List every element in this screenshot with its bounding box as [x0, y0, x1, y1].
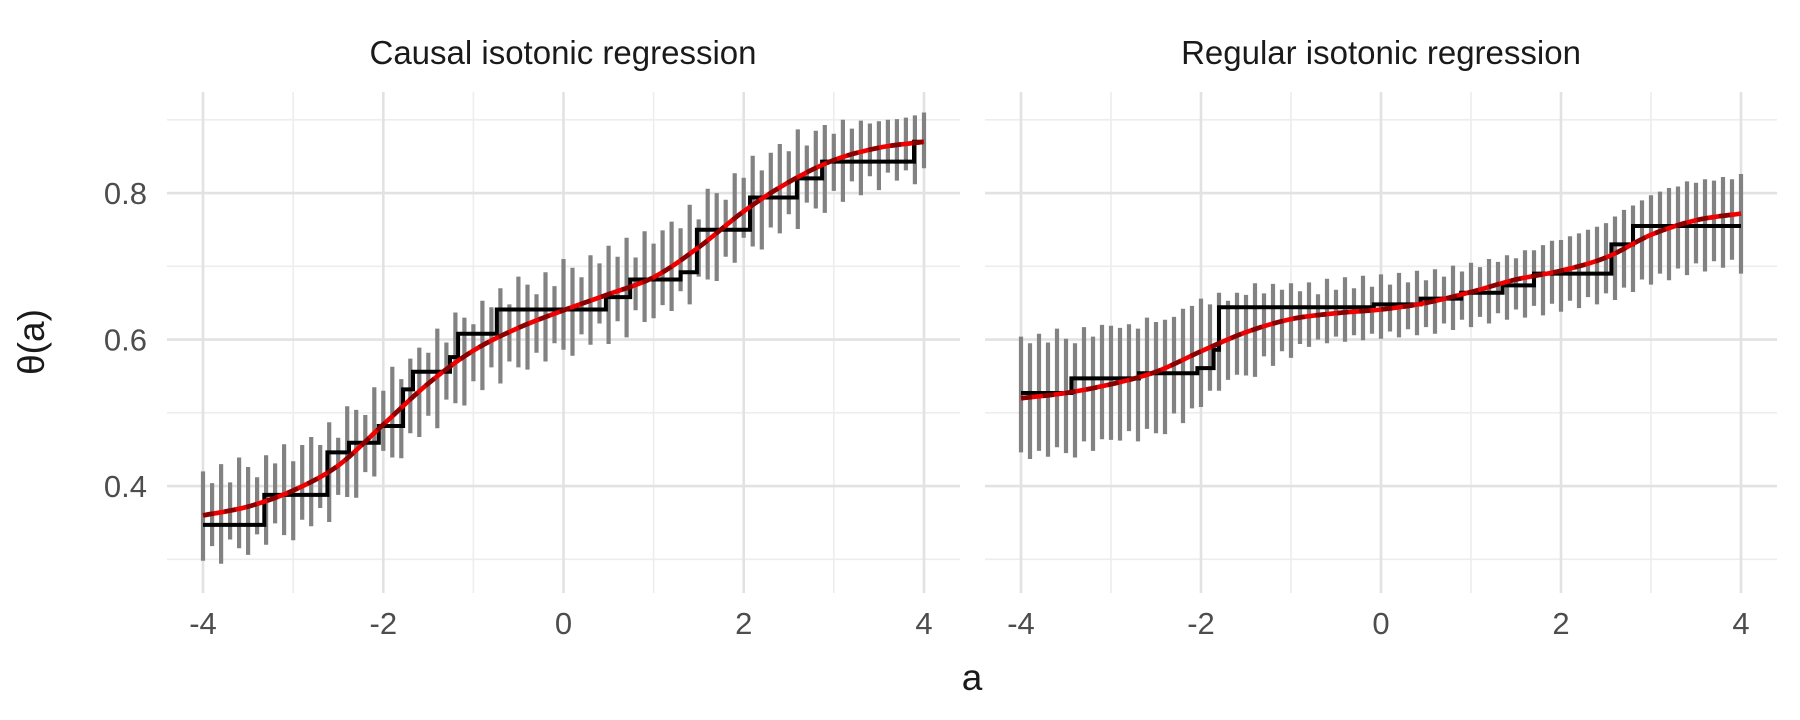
- x-tick-label: 0: [555, 606, 572, 641]
- x-axis-title: a: [962, 657, 983, 698]
- smooth-line-dash-overlay: [202, 139, 925, 518]
- x-tick-label: 0: [1372, 606, 1389, 641]
- x-tick-label: 2: [1552, 606, 1569, 641]
- panel-right: -4 -2 0 2 4: [985, 92, 1777, 641]
- x-tick-label: -4: [189, 606, 217, 641]
- y-tick-label: 0.4: [104, 469, 147, 504]
- x-tick-label: 2: [735, 606, 752, 641]
- y-axis-title: θ(a): [11, 309, 52, 375]
- y-tick-label: 0.8: [104, 176, 147, 211]
- y-tick-label: 0.6: [104, 323, 147, 358]
- facet-title-right: Regular isotonic regression: [1181, 34, 1581, 71]
- chart-render-root: -4 -2 0 2 4 -4 -2 0 2 4 0.4 0.6 0.8: [104, 92, 1777, 641]
- facet-title-left: Causal isotonic regression: [369, 34, 756, 71]
- step-line: [203, 139, 924, 527]
- x-tick-label: 4: [1732, 606, 1749, 641]
- x-tick-label: 4: [915, 606, 932, 641]
- x-tick-label: -2: [370, 606, 398, 641]
- panel-left: -4 -2 0 2 4: [167, 92, 960, 641]
- x-tick-label: -4: [1007, 606, 1035, 641]
- smooth-line-dash-overlay: [1020, 211, 1742, 401]
- x-tick-label: -2: [1187, 606, 1215, 641]
